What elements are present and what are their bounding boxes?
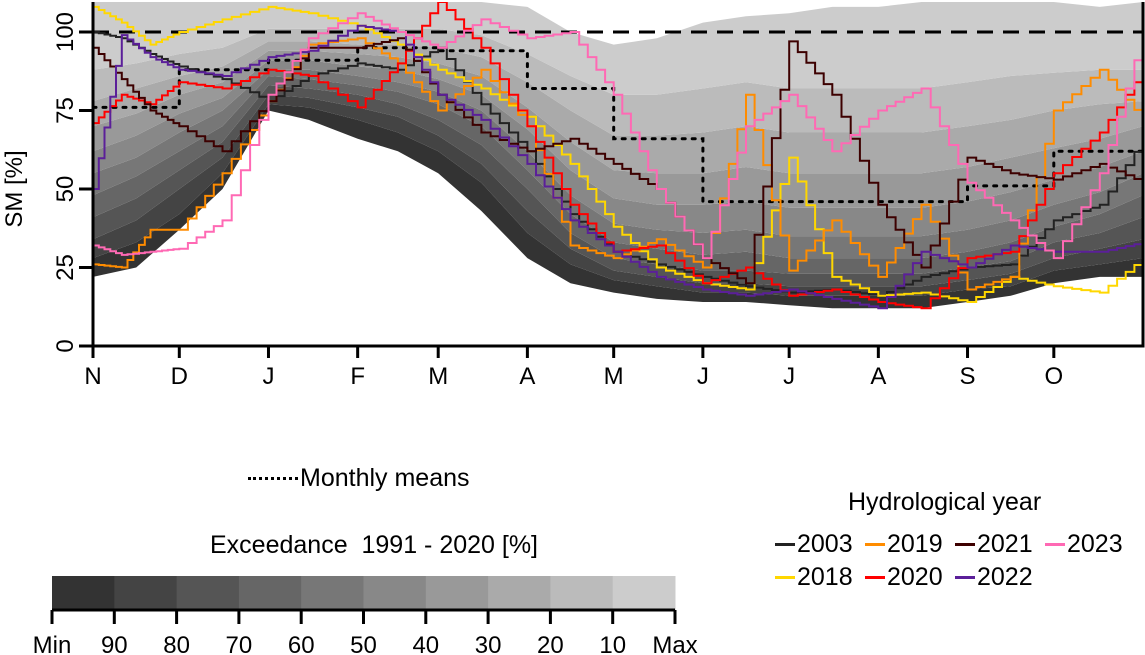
colorbar-tick-label: 50 [350, 632, 377, 655]
legend-swatch [955, 543, 975, 546]
colorbar-swatch [301, 576, 364, 610]
band-30-20 [93, 41, 1143, 174]
colorbar-swatch [488, 576, 551, 610]
x-tick-label: M [428, 363, 448, 390]
hydrological-year-title: Hydrological year [848, 488, 1042, 516]
colorbar-swatch [176, 576, 240, 610]
x-tick-label: A [870, 363, 886, 390]
colorbar-tick-label: Min [33, 632, 72, 655]
legend-swatch [955, 576, 975, 579]
legend-label: 2020 [887, 563, 943, 591]
colorbar-swatch [550, 576, 614, 610]
exceedance-bands [93, 2, 1143, 309]
monthly-means-label: Monthly means [300, 464, 470, 492]
colorbar-swatch [52, 576, 115, 610]
colorbar-tick-label: 70 [226, 632, 253, 655]
legend-item-2022: 2022 [955, 563, 1033, 592]
legend-label: 2018 [797, 563, 853, 591]
colorbar-tick-label: 80 [163, 632, 190, 655]
legend-swatch [865, 543, 885, 546]
x-tick-label: O [1044, 363, 1063, 390]
x-tick-label: S [960, 363, 976, 390]
y-axis-label: SM [%] [1, 150, 28, 227]
x-tick-label: J [697, 363, 709, 390]
colorbar-tick-label: 30 [475, 632, 502, 655]
colorbar-tick-label: 40 [412, 632, 439, 655]
x-tick-label: M [604, 363, 624, 390]
legend-swatch [775, 543, 795, 546]
axes: 0 25 50 75 100 N D J F M A M J J A S O [52, 2, 1145, 390]
y-tick-label: 50 [52, 176, 79, 203]
x-tick-label: N [84, 363, 101, 390]
legend-swatch [775, 576, 795, 579]
year-series [93, 2, 1143, 310]
y-tick-label: 100 [52, 12, 79, 52]
y-tick-label: 75 [52, 97, 79, 124]
colorbar-tick-label: 10 [599, 632, 626, 655]
series-line-2020 [93, 2, 1143, 310]
x-tick-label: F [350, 363, 365, 390]
legend-item-2019: 2019 [865, 530, 943, 559]
legend-item-2018: 2018 [775, 563, 853, 592]
legend-label: 2022 [977, 563, 1033, 591]
legend-swatch [865, 576, 885, 579]
band-20-10 [93, 28, 1143, 136]
colorbar-tick-label: 20 [537, 632, 564, 655]
band-50-40 [93, 60, 1143, 237]
band-90-80 [93, 94, 1143, 296]
monthly-means-legend: Monthly means [248, 464, 470, 493]
series-line-2019 [93, 37, 1143, 291]
legend-label: 2019 [887, 530, 943, 558]
legend-swatch [1045, 543, 1065, 546]
legend-item-2020: 2020 [865, 563, 943, 592]
band-10-Max [93, 2, 1143, 95]
series-line-2023 [93, 12, 1143, 260]
plot-frame [91, 2, 1145, 348]
x-tick-label: D [171, 363, 188, 390]
x-tick-label: J [783, 363, 795, 390]
exceedance-colorbar: Min 90 80 70 60 50 40 30 20 10 Max [33, 576, 698, 655]
exceedance-title: Exceedance 1991 - 2020 [%] [210, 531, 539, 559]
legend-item-2003: 2003 [775, 530, 853, 559]
colorbar-swatch [612, 576, 676, 610]
colorbar-swatch [363, 576, 427, 610]
legend-label: 2023 [1067, 530, 1123, 558]
colorbar-tick-label: 90 [101, 632, 128, 655]
dotted-line-swatch [248, 477, 298, 480]
colorbar-swatch [425, 576, 489, 610]
colorbar-swatch [114, 576, 178, 610]
x-tick-label: J [262, 363, 274, 390]
legend-label: 2021 [977, 530, 1033, 558]
x-tick-label: A [519, 363, 535, 390]
legend-item-2023: 2023 [1045, 530, 1123, 559]
legend-item-2021: 2021 [955, 530, 1033, 559]
colorbar-swatch [238, 576, 302, 610]
y-tick-label: 25 [52, 254, 79, 281]
colorbar-tick-label: Max [652, 632, 697, 655]
y-tick-label: 0 [52, 339, 79, 352]
series-line-2022 [93, 24, 1143, 310]
colorbar-tick-label: 60 [288, 632, 315, 655]
series-line-2018 [93, 5, 1143, 303]
legend-label: 2003 [797, 530, 853, 558]
band-40-30 [93, 50, 1143, 208]
